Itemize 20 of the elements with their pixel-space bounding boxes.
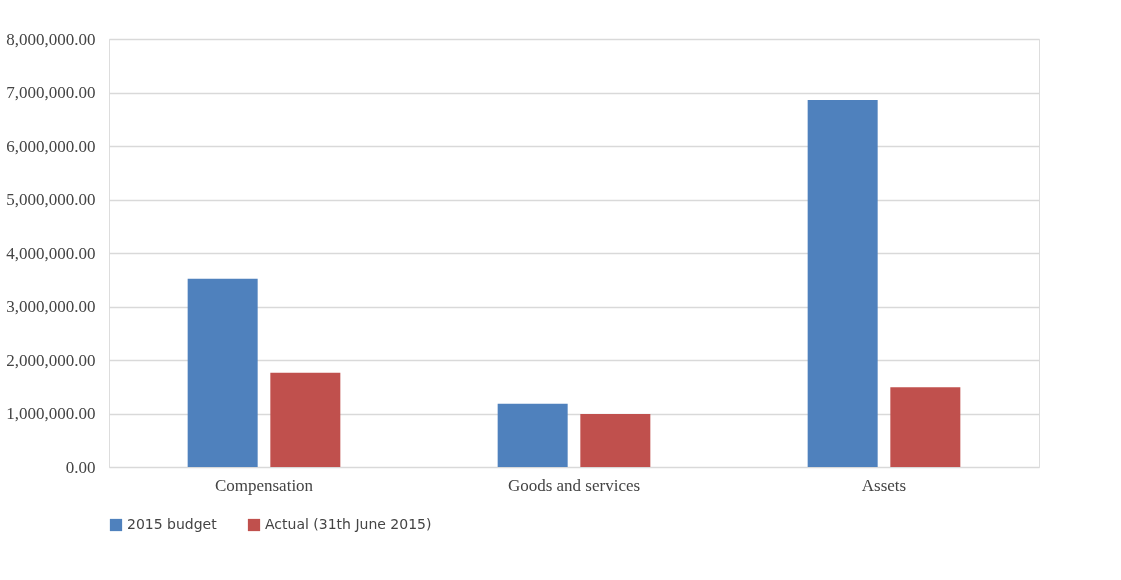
y-tick-label: 8,000,000.00 xyxy=(6,29,96,49)
y-tick-label: 0.00 xyxy=(65,457,96,477)
y-tick-label: 4,000,000.00 xyxy=(6,243,96,263)
y-tick-label: 2,000,000.00 xyxy=(6,350,96,370)
y-tick-label: 7,000,000.00 xyxy=(6,83,96,102)
x-tick-label: Goods and services xyxy=(507,475,641,495)
bar xyxy=(497,403,568,467)
y-tick-label: 5,000,000.00 xyxy=(6,190,96,209)
y-tick-label: 1,000,000.00 xyxy=(6,404,96,423)
y-tick-label: 6,000,000.00 xyxy=(6,136,96,156)
bar xyxy=(580,414,651,467)
legend-label: Actual (31th June 2015) xyxy=(265,516,432,532)
y-tick-label: 3,000,000.00 xyxy=(6,297,96,316)
bar xyxy=(187,278,258,467)
bar xyxy=(890,387,961,467)
bar xyxy=(807,99,878,467)
legend-label: 2015 budget xyxy=(127,516,218,532)
x-tick-label: Compensation xyxy=(214,475,314,495)
x-tick-label: Assets xyxy=(861,475,907,495)
bar xyxy=(270,372,341,467)
